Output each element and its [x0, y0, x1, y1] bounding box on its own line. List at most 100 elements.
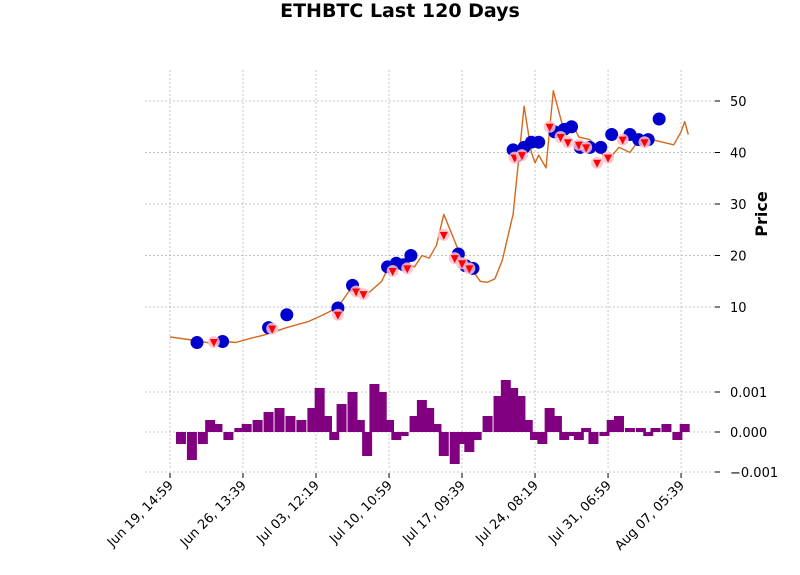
indicator-bar	[354, 420, 365, 432]
indicator-bar	[449, 432, 460, 464]
indicator-bar	[274, 408, 285, 432]
indicator-bar	[369, 384, 380, 432]
indicator-bar	[285, 416, 296, 432]
indicator-bar	[471, 432, 482, 440]
sell-marker	[439, 231, 448, 240]
price-tick-label: 30	[730, 198, 747, 213]
indicator-bar	[205, 420, 216, 432]
indicator-bar	[464, 432, 475, 452]
indicator-bar	[409, 416, 420, 432]
sell-marker	[333, 311, 342, 320]
sell-marker	[574, 141, 583, 150]
sell-marker	[403, 265, 412, 274]
indicator-bar	[573, 432, 584, 440]
sell-marker	[209, 339, 218, 348]
buy-marker	[404, 249, 418, 262]
indicator-bar	[559, 432, 570, 440]
indicator-bar	[606, 420, 617, 432]
indicator-bar	[212, 424, 223, 432]
sell-marker	[563, 139, 572, 148]
sell-marker	[465, 265, 474, 274]
indicator-bar	[508, 388, 519, 432]
indicator-bar	[263, 412, 274, 432]
indicator-bar	[424, 408, 435, 432]
buy-marker	[594, 140, 608, 154]
buy-marker	[565, 120, 579, 134]
indicator-bar	[537, 432, 548, 444]
indicator-bar	[515, 396, 526, 432]
indicator-bar	[599, 432, 610, 436]
indicator-bar	[635, 428, 646, 432]
indicator-tick-label: −0.001	[730, 466, 778, 481]
buy-marker	[652, 112, 666, 126]
indicator-bar	[241, 424, 252, 432]
price-tick-label: 20	[730, 250, 747, 265]
indicator-bar	[329, 432, 340, 440]
indicator-bar	[362, 432, 373, 456]
indicator-bar	[624, 428, 635, 432]
indicator-bar	[175, 432, 186, 444]
price-tick-label: 10	[730, 301, 747, 316]
indicator-bar	[186, 432, 197, 460]
price-series-line	[169, 90, 689, 344]
indicator-bar	[234, 428, 245, 432]
indicator-bar	[252, 420, 263, 432]
sell-marker	[582, 144, 591, 153]
x-tick-label: Jul 31, 06:59	[546, 478, 615, 547]
chart-title: ETHBTC Last 120 Days	[280, 0, 520, 22]
sell-marker	[556, 134, 565, 143]
indicator-bar	[613, 416, 624, 432]
x-tick-labels: Jun 19, 14:59 Jun 26, 13:39 Jul 03, 12:19 J…	[104, 473, 688, 554]
indicator-bars	[175, 380, 690, 464]
indicator-bar	[223, 432, 234, 440]
indicator-bar	[398, 432, 409, 436]
x-tick-label: Jun 19, 14:59	[104, 478, 177, 551]
indicator-bar	[376, 392, 387, 432]
buy-marker	[190, 336, 204, 350]
indicator-bar	[336, 404, 347, 432]
indicator-bar	[296, 420, 307, 432]
indicator-bar	[643, 432, 654, 436]
sell-marker	[545, 123, 554, 132]
x-tick-label: Jul 10, 10:59	[326, 478, 395, 547]
sell-marker	[359, 291, 368, 300]
buy-marker	[532, 135, 546, 149]
sell-marker	[517, 152, 526, 161]
sell-marker	[593, 159, 602, 168]
indicator-bar	[493, 396, 504, 432]
price-tick-label: 40	[730, 147, 747, 162]
sell-marker	[458, 260, 467, 269]
indicator-bar	[551, 416, 562, 432]
indicator-bar	[581, 428, 592, 432]
indicator-bar	[384, 420, 395, 432]
sell-marker	[618, 136, 627, 145]
x-tick-label: Jun 26, 13:39	[177, 478, 250, 551]
indicator-bar	[438, 432, 449, 456]
indicator-bar	[544, 408, 555, 432]
y-tick-labels: 10 20 30 40 50 0.001 0.000 −0.001	[715, 95, 778, 481]
sell-marker	[352, 288, 361, 297]
indicator-bar	[391, 432, 402, 440]
x-tick-label: Jul 24, 08:19	[473, 478, 542, 547]
indicator-bar	[197, 432, 208, 444]
x-tick-label: Jul 03, 12:19	[253, 478, 322, 547]
indicator-bar	[347, 392, 358, 432]
x-tick-label: Aug 07, 05:39	[612, 478, 688, 554]
indicator-bar	[522, 420, 533, 432]
x-tick-label: Jul 17, 09:39	[399, 478, 468, 547]
sell-marker	[640, 139, 649, 148]
indicator-bar	[672, 432, 683, 440]
sell-marker	[450, 255, 459, 264]
indicator-bar	[307, 408, 318, 432]
price-tick-label: 50	[730, 95, 747, 110]
indicator-bar	[431, 424, 442, 432]
buy-marker	[605, 127, 619, 141]
sell-marker	[604, 154, 613, 163]
indicator-bar	[588, 432, 599, 444]
indicator-bar	[416, 400, 427, 432]
indicator-bar	[321, 416, 332, 432]
y-axis-label: Price	[752, 191, 771, 237]
indicator-bar	[661, 424, 672, 432]
sell-marker	[268, 325, 277, 334]
